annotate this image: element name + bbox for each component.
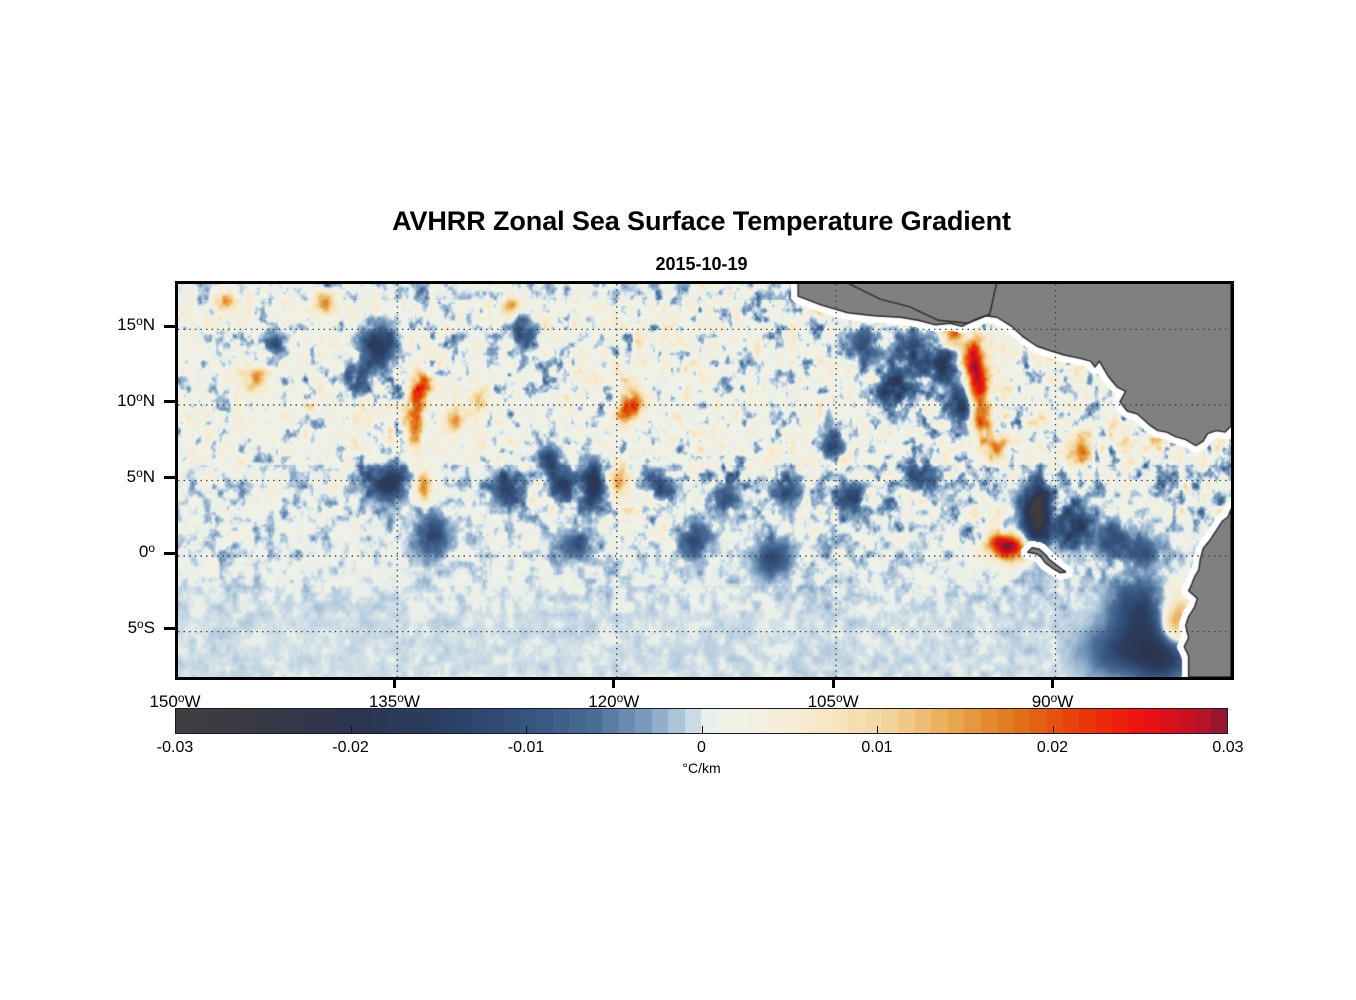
colorbar-tick-label: 0.01: [861, 739, 893, 756]
y-axis-label: 5oS: [127, 616, 155, 637]
colorbar-tick-label: 0.02: [1036, 739, 1069, 756]
y-axis-tick: [164, 476, 175, 479]
x-axis-label: 90oW: [1031, 691, 1074, 711]
colorbar-unit-label: °C/km: [682, 760, 721, 776]
x-axis-tick: [392, 677, 396, 688]
colorbar-tick-label: -0.01: [507, 739, 545, 756]
x-axis-tick: [612, 677, 616, 688]
colorbar-tick-label: -0.02: [332, 739, 369, 756]
colorbar-tick: [877, 726, 878, 734]
x-axis-label: 120oW: [588, 691, 640, 711]
map-axes: [175, 281, 1234, 680]
figure-subtitle: 2015-10-19: [655, 254, 748, 274]
y-axis-label: 5oN: [126, 465, 155, 486]
x-axis-tick: [1051, 677, 1054, 688]
x-axis-label: 105oW: [807, 691, 859, 711]
colorbar-tick: [701, 726, 703, 734]
colorbar-tick-label: 0: [697, 739, 706, 756]
page-title: AVHRR Zonal Sea Surface Temperature Grad…: [392, 206, 1011, 236]
colorbar-tick-label: -0.03: [156, 739, 194, 756]
x-axis-label: 135oW: [368, 691, 420, 711]
x-axis-tick: [831, 677, 835, 688]
colorbar-tick: [1052, 726, 1054, 734]
x-axis-label: 150oW: [149, 691, 201, 711]
y-axis-tick: [164, 627, 175, 631]
y-axis-tick: [164, 551, 175, 555]
y-axis-label: 15oN: [117, 314, 155, 335]
y-axis-label: 0o: [138, 541, 155, 562]
y-axis-tick: [164, 324, 175, 328]
colorbar-tick: [526, 726, 527, 734]
y-axis-tick: [164, 400, 175, 404]
colorbar-tick: [350, 726, 352, 734]
sst-gradient-heatmap: [178, 284, 1231, 677]
colorbar-tick-label: 0.03: [1212, 739, 1244, 756]
y-axis-label: 10oN: [117, 389, 155, 410]
